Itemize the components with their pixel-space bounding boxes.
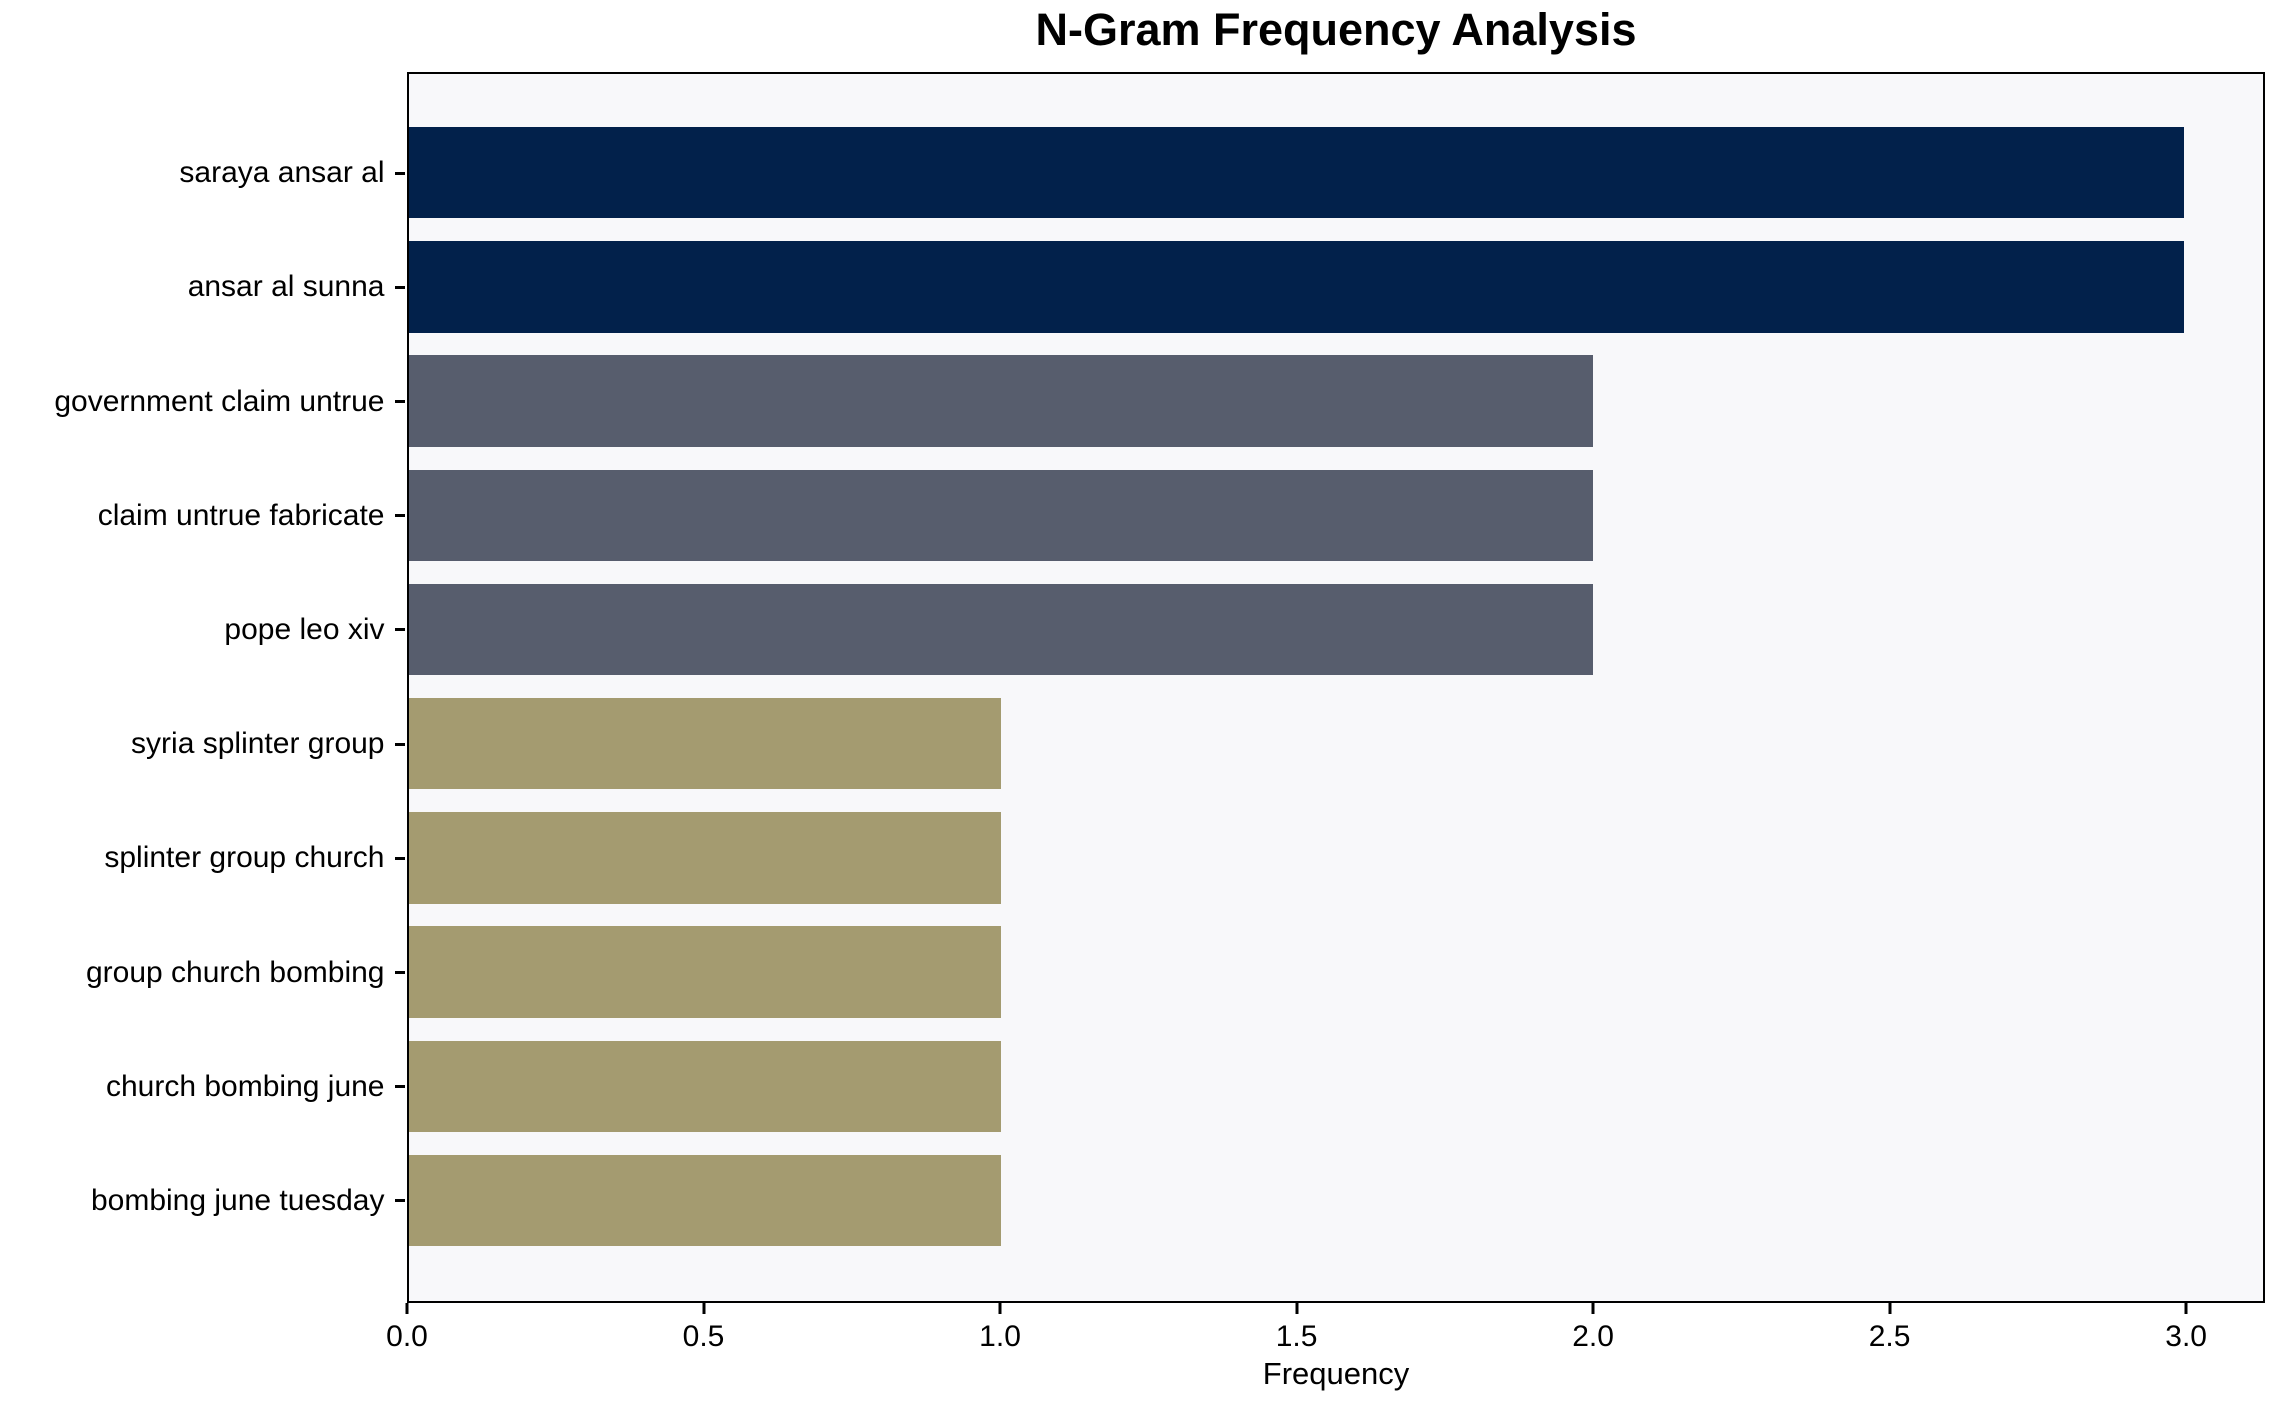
x-tick-mark — [702, 1303, 706, 1314]
bar-row — [409, 812, 2263, 904]
bar-row — [409, 697, 2263, 790]
y-tick-row: saraya ansar al — [0, 128, 405, 219]
y-tick-mark — [394, 856, 405, 860]
x-axis-title: Frequency — [1262, 1356, 1410, 1391]
y-tick-row: syria splinter group — [0, 698, 405, 789]
y-tick-row: ansar al sunna — [0, 242, 405, 333]
y-tick-row: splinter group church — [0, 813, 405, 904]
y-tick-row: church bombing june — [0, 1041, 405, 1132]
plot-area — [407, 72, 2265, 1303]
x-tick-label: 0.5 — [682, 1320, 725, 1353]
y-tick-label: pope leo xiv — [224, 612, 385, 646]
y-tick-mark — [394, 514, 405, 518]
chart-title: N-Gram Frequency Analysis — [1035, 4, 1637, 55]
bar — [409, 926, 1001, 1018]
bar-row — [409, 1154, 2263, 1247]
x-tick-label: 0.0 — [386, 1320, 428, 1353]
y-tick-label: ansar al sunna — [187, 270, 385, 304]
bar — [409, 241, 2185, 333]
x-tick-label: 2.0 — [1572, 1320, 1614, 1353]
y-tick-label: church bombing june — [105, 1069, 385, 1103]
bar — [409, 583, 1593, 676]
y-tick-label: claim untrue fabricate — [97, 498, 385, 532]
y-tick-row: government claim untrue — [0, 356, 405, 447]
x-axis: 0.0 0.5 1.0 1.5 2.0 2.5 3.0 — [386, 1303, 2265, 1398]
bar-row — [409, 583, 2263, 676]
y-axis-labels: saraya ansar al ansar al sunna government … — [0, 75, 405, 1301]
y-tick-label: splinter group church — [104, 841, 385, 875]
x-tick-mark — [998, 1303, 1002, 1314]
x-tick-mark — [1888, 1303, 1892, 1314]
y-tick-row: pope leo xiv — [0, 584, 405, 675]
bars — [409, 74, 2263, 1301]
y-tick-mark — [394, 1085, 405, 1089]
y-tick-mark — [394, 171, 405, 175]
y-tick-mark — [394, 742, 405, 746]
x-tick-label: 3.0 — [2165, 1320, 2207, 1353]
bar-row — [409, 241, 2263, 333]
x-tick-mark — [405, 1303, 409, 1314]
y-tick-mark — [394, 285, 405, 289]
y-tick-label: syria splinter group — [131, 727, 385, 761]
y-tick-mark — [394, 971, 405, 974]
x-tick-mark — [2184, 1303, 2188, 1314]
x-tick-label: 2.5 — [1868, 1320, 1911, 1353]
x-tick-label: 1.5 — [1275, 1320, 1318, 1353]
bar-row — [409, 355, 2263, 447]
y-tick-label: group church bombing — [85, 955, 385, 989]
y-tick-mark — [394, 400, 405, 404]
y-tick-row: group church bombing — [0, 927, 405, 1018]
bar-row — [409, 127, 2263, 219]
x-tick-mark — [1295, 1303, 1299, 1314]
bar-row — [409, 926, 2263, 1018]
bar — [409, 127, 2185, 219]
bar — [409, 812, 1001, 904]
bar — [409, 469, 1593, 561]
bar — [409, 355, 1593, 447]
x-tick-label: 1.0 — [979, 1320, 1021, 1353]
bar — [409, 1154, 1001, 1247]
bar-row — [409, 1040, 2263, 1132]
y-tick-row: claim untrue fabricate — [0, 470, 405, 561]
bar — [409, 697, 1001, 790]
bar-row — [409, 469, 2263, 561]
y-tick-mark — [394, 1199, 405, 1203]
y-tick-label: government claim untrue — [54, 384, 385, 418]
y-tick-mark — [394, 628, 405, 632]
y-tick-label: saraya ansar al — [179, 156, 385, 190]
y-tick-label: bombing june tuesday — [90, 1183, 385, 1217]
y-tick-row: bombing june tuesday — [0, 1155, 405, 1246]
bar — [409, 1040, 1001, 1132]
x-tick-mark — [1591, 1303, 1595, 1314]
